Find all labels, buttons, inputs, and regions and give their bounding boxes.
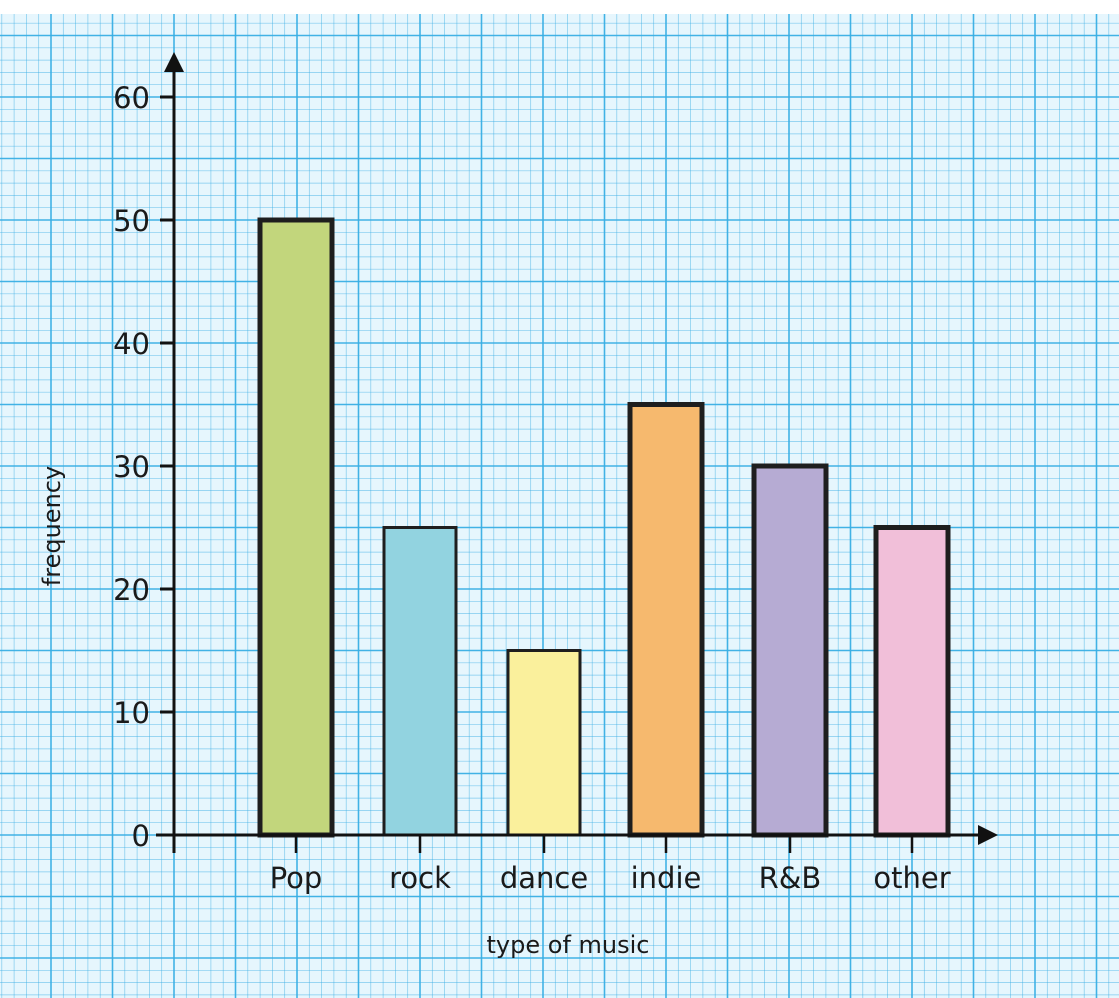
y-tick-label: 20 bbox=[113, 573, 150, 607]
x-tick-label: other bbox=[873, 861, 950, 895]
x-tick-label: R&B bbox=[759, 861, 822, 895]
x-tick-label: Pop bbox=[270, 861, 323, 895]
y-axis-title: frequency bbox=[38, 466, 66, 586]
grid-background bbox=[0, 14, 1119, 998]
y-axis-arrow bbox=[164, 52, 184, 72]
x-tick-label: dance bbox=[500, 861, 588, 895]
bar-rock bbox=[382, 526, 458, 837]
labels: 0 10 20 30 40 50 60 Pop rock dance indie R&B other bbox=[113, 81, 951, 895]
y-tick-label: 0 bbox=[132, 819, 150, 853]
bars bbox=[257, 217, 951, 838]
y-tick-label: 40 bbox=[113, 327, 150, 361]
x-axis-title: type of music bbox=[487, 931, 650, 959]
y-tick-label: 60 bbox=[113, 81, 150, 115]
bar-r-b bbox=[751, 463, 829, 838]
y-tick-label: 10 bbox=[113, 696, 150, 730]
x-tick-label: indie bbox=[631, 861, 702, 895]
bar-indie bbox=[627, 402, 705, 838]
y-tick-label: 50 bbox=[113, 204, 150, 238]
x-axis-arrow bbox=[978, 825, 998, 845]
y-tick-label: 30 bbox=[113, 450, 150, 484]
bar-pop bbox=[257, 217, 335, 838]
bar-other bbox=[873, 525, 951, 838]
x-tick-label: rock bbox=[389, 861, 451, 895]
graph-paper-grid bbox=[0, 14, 1119, 998]
axes bbox=[156, 52, 998, 853]
bar-dance bbox=[506, 649, 582, 837]
